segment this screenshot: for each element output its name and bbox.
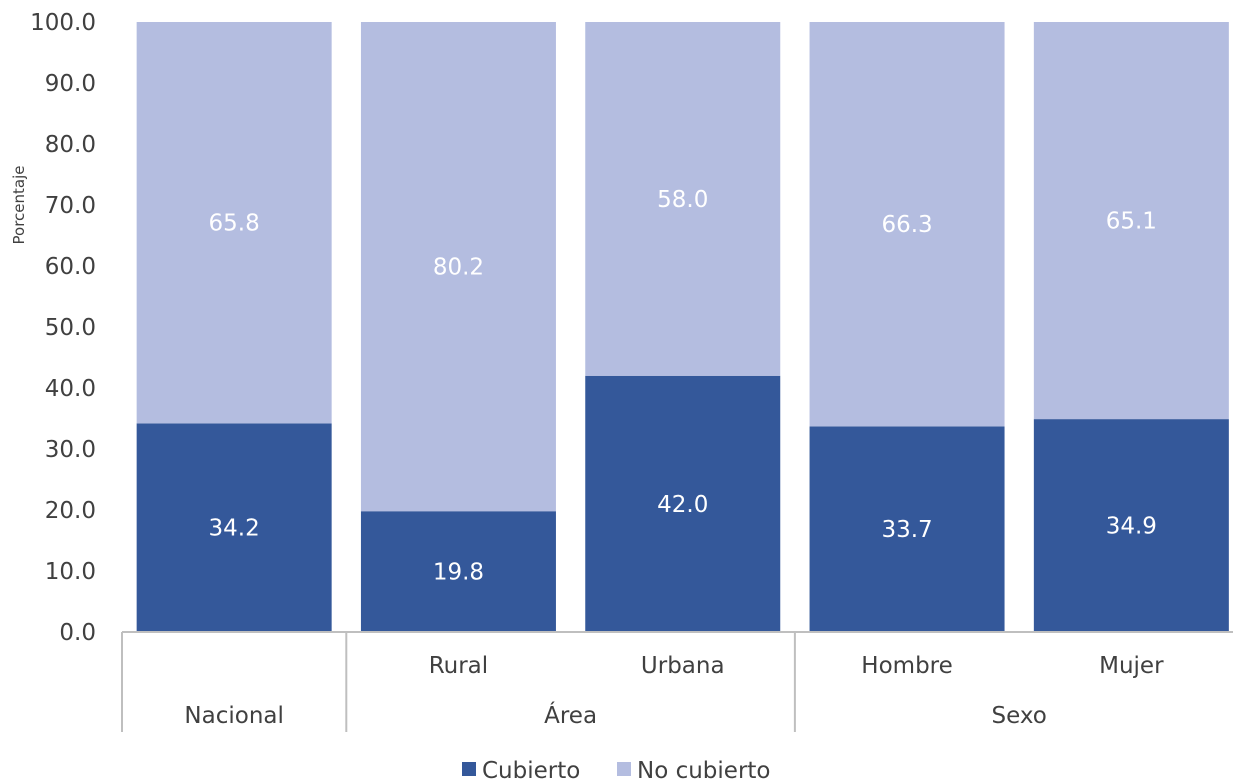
data-label: 65.1 — [1106, 209, 1157, 235]
bar-no-cubierto — [136, 22, 332, 424]
y-tick-label: 80.0 — [45, 132, 96, 158]
y-axis-ticks: 0.0 10.0 20.0 30.0 40.0 50.0 60.0 70.0 80.0 90.0 1… — [30, 10, 96, 646]
y-tick-label: 10.0 — [45, 559, 96, 585]
legend-label: Cubierto — [482, 758, 580, 780]
data-label: 34.2 — [209, 516, 260, 542]
legend-swatch — [462, 762, 476, 776]
x-category-label: Hombre — [861, 653, 952, 679]
data-labels: 34.2 65.8 19.8 80.2 42.0 58.0 33.7 66.3 34.9 65.1 — [209, 187, 1157, 586]
data-label: 65.8 — [209, 211, 260, 237]
x-group-label: Nacional — [184, 703, 283, 729]
x-axis: Rural Urbana Hombre Mujer Nacional Área Sexo — [121, 631, 1233, 732]
bar-cubierto — [585, 375, 781, 632]
y-tick-label: 30.0 — [45, 437, 96, 463]
bars — [136, 22, 1229, 632]
data-label: 34.9 — [1106, 514, 1157, 540]
y-tick-label: 40.0 — [45, 376, 96, 402]
bar-cubierto — [360, 511, 556, 632]
x-category-label: Urbana — [641, 653, 725, 679]
y-tick-label: 60.0 — [45, 254, 96, 280]
x-group-label: Área — [544, 701, 597, 729]
bar-no-cubierto — [809, 22, 1005, 427]
legend: Cubierto No cubierto — [462, 758, 771, 780]
data-label: 42.0 — [657, 492, 708, 518]
x-group-label: Sexo — [992, 703, 1047, 729]
bar-cubierto — [809, 426, 1005, 632]
legend-label: No cubierto — [637, 758, 771, 780]
y-tick-label: 50.0 — [45, 315, 96, 341]
x-category-label: Rural — [429, 653, 488, 679]
y-axis-title: Porcentaje — [10, 166, 28, 245]
y-tick-label: 20.0 — [45, 498, 96, 524]
bar-no-cubierto — [1033, 22, 1229, 420]
data-label: 33.7 — [881, 517, 932, 543]
y-tick-label: 0.0 — [59, 620, 96, 646]
y-tick-label: 70.0 — [45, 193, 96, 219]
x-category-label: Mujer — [1099, 653, 1164, 679]
data-label: 58.0 — [657, 187, 708, 213]
bar-no-cubierto — [585, 22, 781, 376]
bar-cubierto — [1033, 419, 1229, 632]
data-label: 66.3 — [881, 212, 932, 238]
data-label: 80.2 — [433, 255, 484, 281]
legend-swatch — [617, 762, 631, 776]
data-label: 19.8 — [433, 560, 484, 586]
y-tick-label: 100.0 — [30, 10, 96, 36]
bar-cubierto — [136, 423, 332, 632]
y-tick-label: 90.0 — [45, 71, 96, 97]
bar-no-cubierto — [360, 22, 556, 512]
